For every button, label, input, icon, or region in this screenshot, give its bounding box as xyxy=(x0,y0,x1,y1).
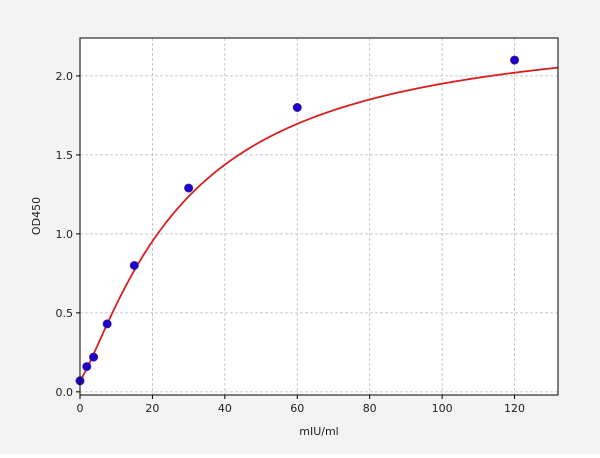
y-tick-label: 1.5 xyxy=(56,149,74,162)
data-point xyxy=(102,319,112,329)
y-tick-label: 0.5 xyxy=(56,307,74,320)
data-point xyxy=(89,352,99,362)
x-tick-label: 40 xyxy=(218,402,232,415)
y-axis-ticks: 0.0 0.5 1.0 1.5 2.0 xyxy=(56,70,80,399)
data-point xyxy=(184,183,194,193)
y-axis-label: OD450 xyxy=(30,197,43,235)
data-point xyxy=(129,260,139,270)
plot-frame xyxy=(79,37,559,396)
y-tick-label: 1.0 xyxy=(56,228,74,241)
x-axis-label: mIU/ml xyxy=(299,425,339,438)
x-tick-label: 100 xyxy=(432,402,453,415)
x-tick-label: 20 xyxy=(145,402,159,415)
data-points xyxy=(75,55,520,386)
data-point xyxy=(292,103,302,113)
y-tick-label: 2.0 xyxy=(56,70,74,83)
y-tick-label: 0.0 xyxy=(56,386,74,399)
x-tick-label: 60 xyxy=(290,402,304,415)
x-tick-label: 0 xyxy=(77,402,84,415)
data-point xyxy=(510,55,520,65)
x-tick-label: 80 xyxy=(363,402,377,415)
x-axis-ticks: 0 20 40 60 80 100 120 xyxy=(77,395,525,415)
x-tick-label: 120 xyxy=(504,402,525,415)
plot-area xyxy=(80,38,558,395)
fit-curve-line xyxy=(79,66,559,381)
data-point xyxy=(82,362,92,372)
